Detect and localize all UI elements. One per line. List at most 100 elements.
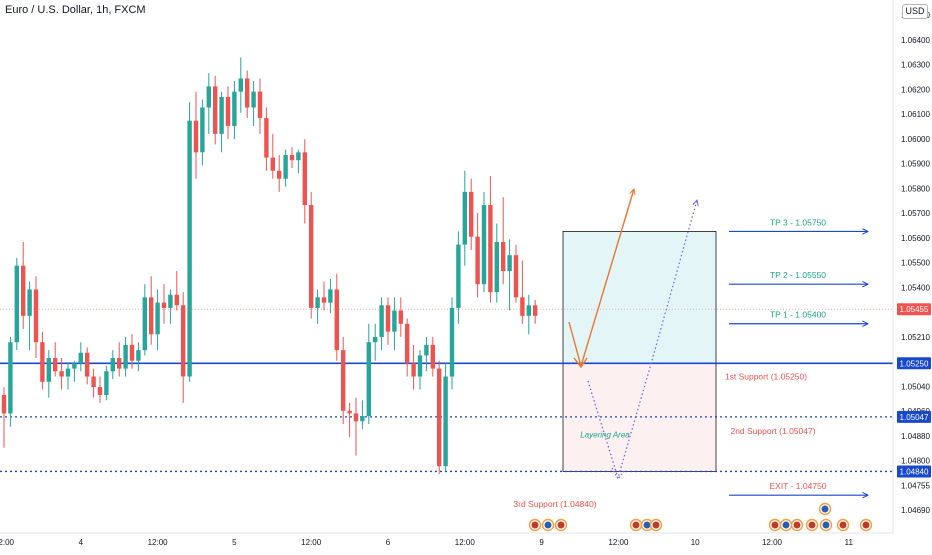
candle-body [200,107,205,153]
candle-body [59,371,64,377]
candle-body [193,120,199,153]
candle-body [46,358,51,382]
candle-body [334,289,339,351]
candle-body [155,302,160,335]
y-tick-label: 1.05400 [901,283,930,292]
candle-body [264,118,269,158]
y-tick-label: 1.04800 [901,457,930,466]
candle-body [328,289,333,303]
x-tick-label: 6 [386,538,391,547]
candle-body [78,352,83,364]
event-flag-inner [839,521,847,529]
x-tick-label: 12:00 [301,538,322,547]
candle-body [277,170,282,179]
candle-body [283,154,288,179]
candle-body [321,297,327,303]
candle-body [238,78,243,92]
y-tick-label: 1.06400 [901,36,930,45]
support-badge-2: 1.05047 [900,413,929,422]
support-badge-2-bg [897,410,931,423]
candle-body [14,265,19,343]
candle-body [488,205,493,293]
candle-body [161,302,167,308]
current-price-badge: 1.05455 [900,305,929,314]
target-label: TP 3 - 1.05750 [770,217,826,227]
candle-body [136,350,141,361]
candle-body [97,387,103,395]
candle-body [417,355,423,377]
candle-body [206,86,211,108]
candle-body [494,241,499,293]
target-label: TP 2 - 1.05550 [770,270,826,280]
candle-body [129,344,135,361]
candle-body [398,310,403,324]
event-flag-inner [822,521,830,529]
candle-body [411,363,416,377]
y-tick-label: 1.04690 [901,506,930,515]
event-flag-inner [652,521,660,529]
candle-body [513,255,519,298]
profit-zone [562,231,717,364]
y-tick-label: 1.04755 [901,481,930,490]
x-tick-label: 5 [232,538,237,547]
candle-body [168,294,173,308]
candle-body [315,297,320,308]
x-tick-label: 11 [845,538,854,547]
support-label-1: 1st Support (1.05250) [725,371,807,381]
candle-body [257,91,263,119]
candle-body [40,342,45,382]
candle-body [187,120,192,377]
x-tick-label: 12:00 [0,538,15,547]
y-tick-label: 1.05500 [901,259,930,268]
candle-body [456,244,461,308]
y-tick-label: 1.05900 [901,160,930,169]
candle-body [117,358,122,369]
current-price-badge-bg [897,303,931,316]
bullish-turn-head [573,357,588,369]
y-tick-label: 1.05040 [901,382,930,391]
currency-selector[interactable]: USD [902,4,928,19]
candle-body [360,416,365,422]
layering-scenario-arrow [587,200,697,481]
y-tick-label: 1.06300 [901,61,930,70]
candle-body [296,152,301,161]
y-tick-label: 1.05800 [901,184,930,193]
y-tick-label: 1.05700 [901,209,930,218]
candle-body [379,305,384,337]
event-flag-inner [808,521,816,529]
candle-body [213,86,218,134]
candle-body [251,91,256,108]
support-label-3: 3rd Support (1.04840) [513,499,596,509]
event-flag-inner [771,521,779,529]
event-flag-inner [632,521,640,529]
y-tick-label: 1.06200 [901,85,930,94]
candle-body [65,368,71,377]
target-label: TP 1 - 1.05400 [770,310,826,320]
event-flag-inner [793,521,801,529]
x-tick-label: 10 [691,538,700,547]
support-badge-3-bg [897,465,931,478]
candle-body [110,358,115,372]
candle-body [520,297,525,316]
candle-body [302,152,307,206]
candle-body [373,336,378,343]
y-tick-label: 1.06000 [901,135,930,144]
candle-body [437,368,442,467]
y-tick-label: 1.04880 [901,432,930,441]
candle-body [85,352,90,377]
candle-body [123,344,128,369]
x-tick-label: 12:00 [148,538,169,547]
candle-body [245,78,250,108]
candle-body [507,255,512,271]
event-flag-inner [643,521,651,529]
candle-body [270,157,275,171]
candle-body [309,205,314,308]
event-flag-inner [557,521,565,529]
x-tick-label: 9 [539,538,544,547]
x-tick-label: 12:00 [608,538,629,547]
candle-body [53,358,58,372]
support-badge-1: 1.05250 [900,359,929,368]
candle-body [475,236,480,285]
